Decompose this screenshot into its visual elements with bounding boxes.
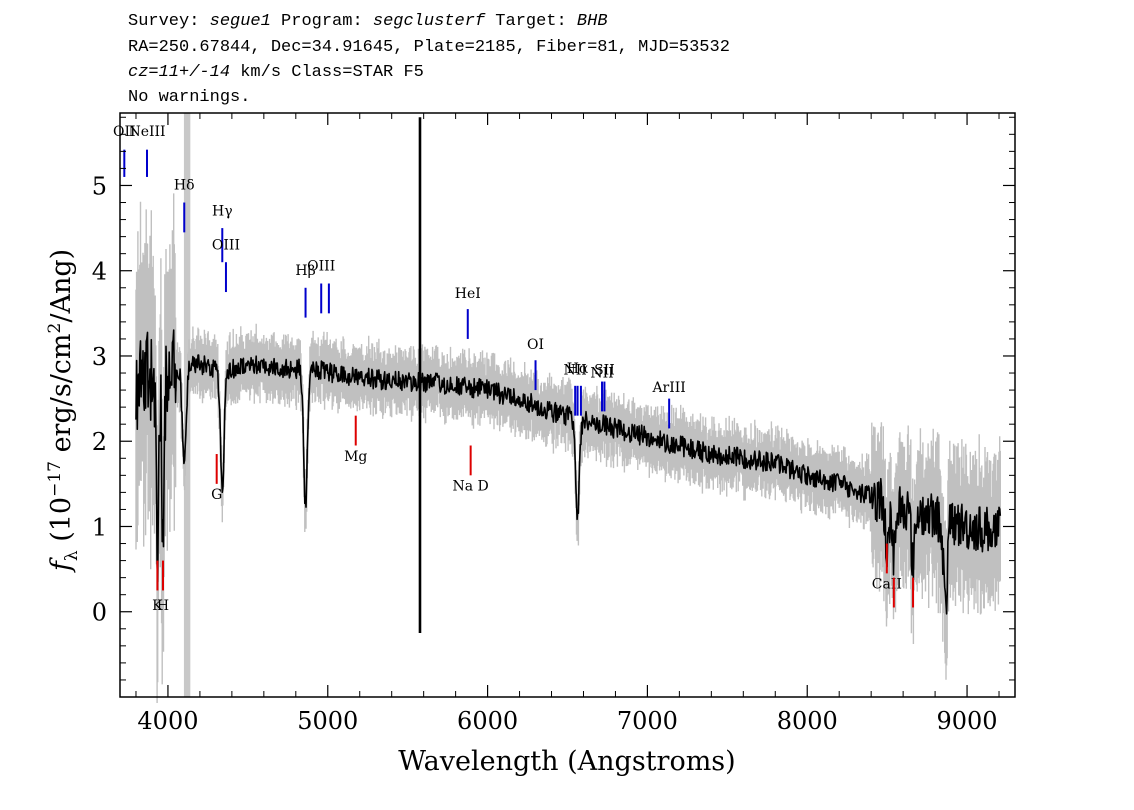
absorption-line-label: H: [157, 598, 169, 614]
absorption-line-label: G: [211, 487, 222, 503]
y-axis-title-mid: erg/s/cm: [46, 333, 77, 461]
emission-line-label: Hβ: [295, 263, 315, 279]
program-value: segclusterf: [372, 12, 486, 31]
y-tick-label: 0: [92, 599, 107, 627]
emission-line-label: NeIII: [128, 124, 165, 140]
emission-line-label: HeI: [455, 286, 481, 302]
header-line-1: Survey: segue1 Program: segclusterf Targ…: [128, 12, 608, 32]
emission-line-label: OIII: [212, 237, 240, 253]
y-axis-title-exp2: 2: [45, 323, 65, 334]
absorption-line-label: Mg: [344, 449, 367, 465]
x-tick-label: 4000: [137, 707, 198, 735]
emission-line-label: NII: [564, 363, 587, 379]
class-text: km/s Class=STAR F5: [230, 63, 424, 82]
y-tick-label: 4: [92, 258, 107, 286]
plot-frame: [119, 112, 1016, 698]
survey-label: Survey:: [128, 12, 210, 31]
emission-line-label: Hδ: [174, 178, 195, 194]
emission-line-label: SII: [594, 363, 615, 379]
x-tick-label: 6000: [457, 707, 518, 735]
y-tick-label: 2: [92, 428, 107, 456]
y-tick-label: 1: [92, 513, 107, 541]
y-axis-title-pre: (10: [46, 497, 77, 550]
axis-ticks-layer: 4000 5000 6000 7000 8000 9000 0 1 2 3 4 5: [92, 113, 1015, 735]
redshift-value: cz=11+/-14: [128, 63, 231, 82]
x-axis-title: Wavelength (Angstroms): [398, 746, 735, 777]
x-tick-label: 8000: [777, 707, 838, 735]
emission-line-label: OI: [527, 337, 544, 353]
program-label: Program:: [270, 12, 373, 31]
emission-line-label: OIII: [307, 259, 335, 275]
emission-line-label: Hγ: [212, 203, 233, 219]
emission-line-label: ArIII: [651, 380, 685, 396]
error-spectrum-layer: [135, 193, 1001, 703]
x-tick-label: 9000: [937, 707, 998, 735]
y-tick-label: 5: [92, 172, 107, 200]
flux-spectrum-layer: [135, 117, 1002, 634]
x-tick-label: 5000: [297, 707, 358, 735]
y-axis-title-f: f: [46, 557, 77, 573]
flux-series: [135, 329, 1002, 615]
header-line-3: cz=11+/-14 km/s Class=STAR F5: [128, 63, 424, 83]
header-line-2: RA=250.67844, Dec=34.91645, Plate=2185, …: [128, 38, 730, 57]
y-axis-title-post: /Ang): [46, 249, 77, 323]
emission-line-label: OII: [113, 124, 136, 140]
absorption-line-label: K: [152, 598, 163, 614]
absorption-line-label: Na D: [453, 479, 489, 495]
x-tick-label: 7000: [617, 707, 678, 735]
header-warnings: No warnings.: [128, 88, 251, 107]
y-axis-title-sub: λ: [62, 550, 82, 561]
survey-value: segue1: [209, 12, 271, 31]
emission-line-label: NII: [590, 365, 613, 381]
y-tick-label: 3: [92, 343, 107, 371]
y-axis-title: fλ (10−17 erg/s/cm2/Ang): [45, 249, 82, 573]
y-axis-title-exp: −17: [45, 461, 65, 497]
target-value: BHB: [576, 12, 608, 31]
flux-error-series: [135, 193, 1001, 703]
absorption-line-label: CaII: [872, 577, 902, 593]
target-label: Target:: [485, 12, 577, 31]
emission-line-label: Hα: [567, 361, 589, 377]
